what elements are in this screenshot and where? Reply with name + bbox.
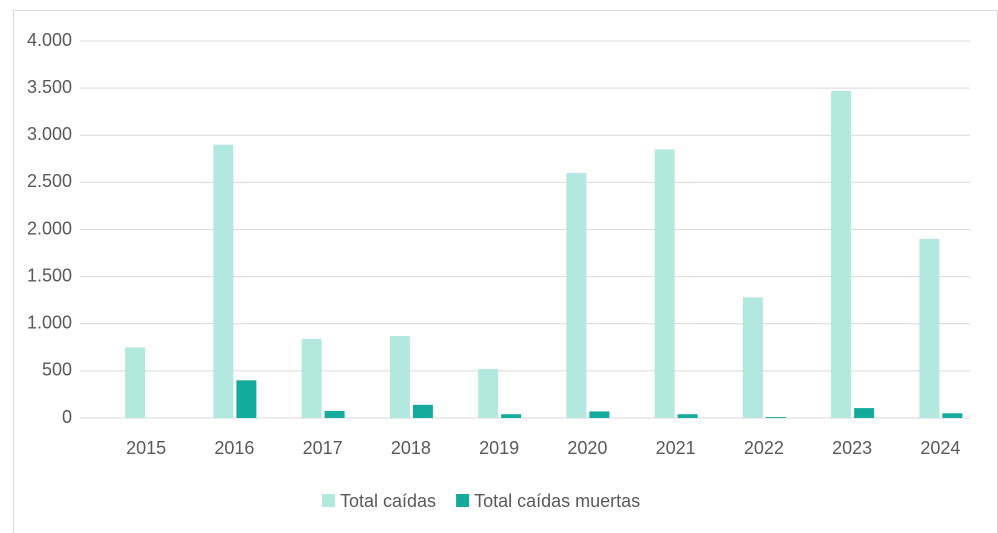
y-tick-label: 3.000 [27, 124, 72, 144]
legend-swatch [456, 494, 470, 507]
x-tick-label: 2015 [126, 438, 166, 458]
bar [125, 347, 146, 418]
y-tick-label: 1.500 [27, 265, 72, 285]
x-tick-label: 2018 [391, 438, 431, 458]
bar [301, 338, 322, 418]
x-tick-label: 2016 [214, 438, 254, 458]
bar [389, 336, 410, 418]
bar [654, 149, 675, 418]
y-tick-label: 1.000 [27, 313, 72, 333]
bar [854, 408, 875, 418]
y-tick-label: 0 [62, 407, 72, 427]
x-tick-label: 2022 [744, 438, 784, 458]
x-tick-label: 2017 [303, 438, 343, 458]
y-tick-label: 500 [42, 360, 72, 380]
bar [831, 90, 852, 418]
legend-swatch [322, 494, 335, 507]
bar [765, 417, 786, 418]
y-tick-label: 2.500 [27, 171, 72, 191]
bar [478, 368, 499, 418]
bar [677, 414, 698, 418]
y-tick-label: 2.000 [27, 218, 72, 238]
x-tick-label: 2023 [832, 438, 872, 458]
x-tick-label: 2021 [656, 438, 696, 458]
bar [566, 172, 587, 418]
bar [589, 411, 610, 418]
y-tick-label: 4.000 [27, 30, 72, 50]
bar [501, 414, 522, 418]
legend-label: Total caídas [340, 491, 436, 511]
bar [742, 297, 763, 418]
x-tick-label: 2020 [567, 438, 607, 458]
bar [942, 413, 963, 418]
bar [324, 410, 345, 418]
y-tick-label: 3.500 [27, 77, 72, 97]
bar [412, 404, 433, 418]
x-tick-label: 2019 [479, 438, 519, 458]
bar [919, 238, 940, 418]
bar [213, 144, 234, 419]
legend-label: Total caídas muertas [474, 491, 640, 511]
bar [236, 380, 257, 418]
x-tick-label: 2024 [920, 438, 960, 458]
